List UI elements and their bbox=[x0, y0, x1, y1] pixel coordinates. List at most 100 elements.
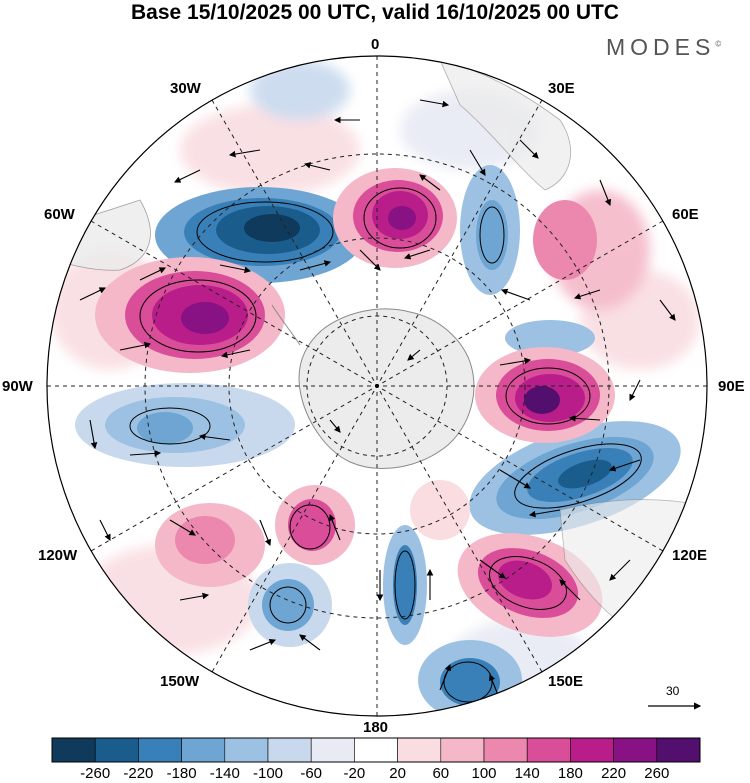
colorbar-swatch bbox=[267, 737, 312, 763]
positive-anomaly bbox=[388, 206, 416, 230]
anomaly-blob bbox=[180, 105, 360, 195]
negative-anomaly bbox=[558, 459, 612, 489]
lon-label-180: 180 bbox=[363, 719, 389, 736]
anomaly-blob bbox=[250, 60, 350, 120]
contour-line bbox=[479, 206, 505, 264]
antarctica-landmass bbox=[298, 308, 475, 469]
contour-line bbox=[394, 550, 416, 620]
map-boundary bbox=[46, 55, 708, 717]
lon-label-90w: 90W bbox=[2, 378, 33, 395]
colorbar-tick-label: -100 bbox=[252, 765, 284, 782]
colorbar-tick-label: 220 bbox=[601, 765, 627, 782]
contour-line bbox=[139, 279, 257, 353]
negative-anomaly bbox=[244, 214, 300, 242]
wind-arrow bbox=[403, 249, 431, 260]
negative-anomaly bbox=[476, 200, 508, 270]
copyright-mark: © bbox=[715, 39, 722, 49]
lon-label-120w: 120W bbox=[38, 547, 78, 564]
colorbar-tick-label: 60 bbox=[432, 765, 450, 782]
positive-anomaly bbox=[288, 499, 336, 551]
colorbar-tick-label: -60 bbox=[300, 765, 323, 782]
wind-arrow bbox=[299, 634, 321, 651]
wind-arrow bbox=[439, 663, 452, 691]
colorbar-frame bbox=[51, 737, 701, 763]
wind-arrow bbox=[659, 299, 676, 321]
reference-vector-label: 30 bbox=[666, 684, 680, 698]
contour-line bbox=[269, 586, 307, 624]
colorbar-tick-label: -220 bbox=[123, 765, 154, 782]
colorbar-swatch bbox=[310, 737, 355, 763]
lon-label-90e: 90E bbox=[718, 378, 745, 395]
colorbar-swatch bbox=[354, 737, 398, 763]
wind-arrow bbox=[129, 450, 162, 457]
colorbar-swatch bbox=[440, 737, 485, 763]
wind-arrow bbox=[303, 162, 331, 171]
colorbar-tick-label: -180 bbox=[166, 765, 197, 782]
colorbar-tick-label: -260 bbox=[80, 765, 111, 782]
antarctic-peninsula bbox=[271, 304, 301, 346]
wind-arrow bbox=[328, 513, 341, 541]
lon-label-120e: 120E bbox=[672, 547, 708, 564]
positive-anomaly bbox=[524, 386, 560, 414]
colorbar-tick-label: -140 bbox=[209, 765, 240, 782]
negative-anomaly bbox=[393, 545, 417, 625]
positive-anomaly bbox=[410, 480, 470, 540]
colorbar-swatch bbox=[51, 737, 96, 763]
colorbar-tick-label: 180 bbox=[557, 765, 583, 782]
wind-arrow bbox=[179, 592, 210, 601]
map-title: Base 15/10/2025 00 UTC, valid 16/10/2025… bbox=[131, 1, 619, 24]
wind-vectors bbox=[79, 99, 676, 701]
map-disk bbox=[47, 56, 707, 716]
wind-arrow bbox=[419, 99, 450, 108]
contours bbox=[129, 187, 642, 703]
lon-label-0: 0 bbox=[371, 36, 380, 53]
wind-arrow bbox=[407, 349, 421, 361]
wind-arrow bbox=[599, 179, 612, 207]
modes-brand: MODES© bbox=[606, 34, 721, 61]
colorbar-tick-label: -20 bbox=[343, 765, 366, 782]
wind-arrow bbox=[89, 419, 98, 450]
south-pole-marker bbox=[375, 384, 379, 388]
wind-arrow bbox=[359, 249, 381, 271]
colorbar-swatch bbox=[224, 737, 269, 763]
wind-arrow bbox=[228, 149, 261, 158]
wind-arrow bbox=[479, 559, 506, 579]
wind-arrow bbox=[609, 559, 631, 581]
wind-arrow bbox=[500, 288, 531, 301]
wind-arrow bbox=[629, 379, 641, 401]
wind-arrow bbox=[528, 509, 561, 518]
wind-arrow bbox=[499, 357, 532, 366]
lon-label-30e: 30E bbox=[548, 80, 575, 97]
colorbar bbox=[51, 737, 701, 763]
contour-line bbox=[514, 443, 642, 509]
colorbar-swatch bbox=[94, 737, 139, 763]
colorbar-swatch bbox=[526, 737, 571, 763]
wind-arrow bbox=[259, 519, 272, 547]
wind-arrow bbox=[519, 139, 539, 159]
wind-arrow bbox=[99, 519, 111, 541]
wind-arrow bbox=[249, 638, 277, 651]
contour-line bbox=[289, 504, 331, 550]
colorbar-swatch bbox=[570, 737, 614, 763]
colorbar-swatch bbox=[483, 737, 528, 763]
wind-arrow bbox=[469, 149, 486, 176]
positive-anomaly bbox=[175, 516, 235, 564]
lon-label-150e: 150E bbox=[548, 673, 584, 690]
wind-arrow bbox=[568, 415, 601, 422]
positive-anomaly bbox=[181, 302, 229, 334]
contour-line bbox=[443, 661, 493, 703]
wind-arrow bbox=[608, 459, 641, 472]
wind-arrow bbox=[139, 267, 166, 281]
contour-line bbox=[196, 201, 334, 263]
colorbar-tick-label: 140 bbox=[514, 765, 540, 782]
contour-line bbox=[489, 556, 567, 610]
colorbar-swatch bbox=[656, 737, 701, 763]
wind-arrow bbox=[220, 349, 251, 359]
wind-arrow bbox=[499, 469, 531, 489]
negative-anomaly bbox=[440, 658, 500, 706]
colorbar-tick-label: 20 bbox=[389, 765, 406, 782]
wind-arrow bbox=[299, 260, 332, 271]
colorbar-tick-label: 100 bbox=[471, 765, 497, 782]
colorbar-tick-label: 260 bbox=[644, 765, 670, 782]
